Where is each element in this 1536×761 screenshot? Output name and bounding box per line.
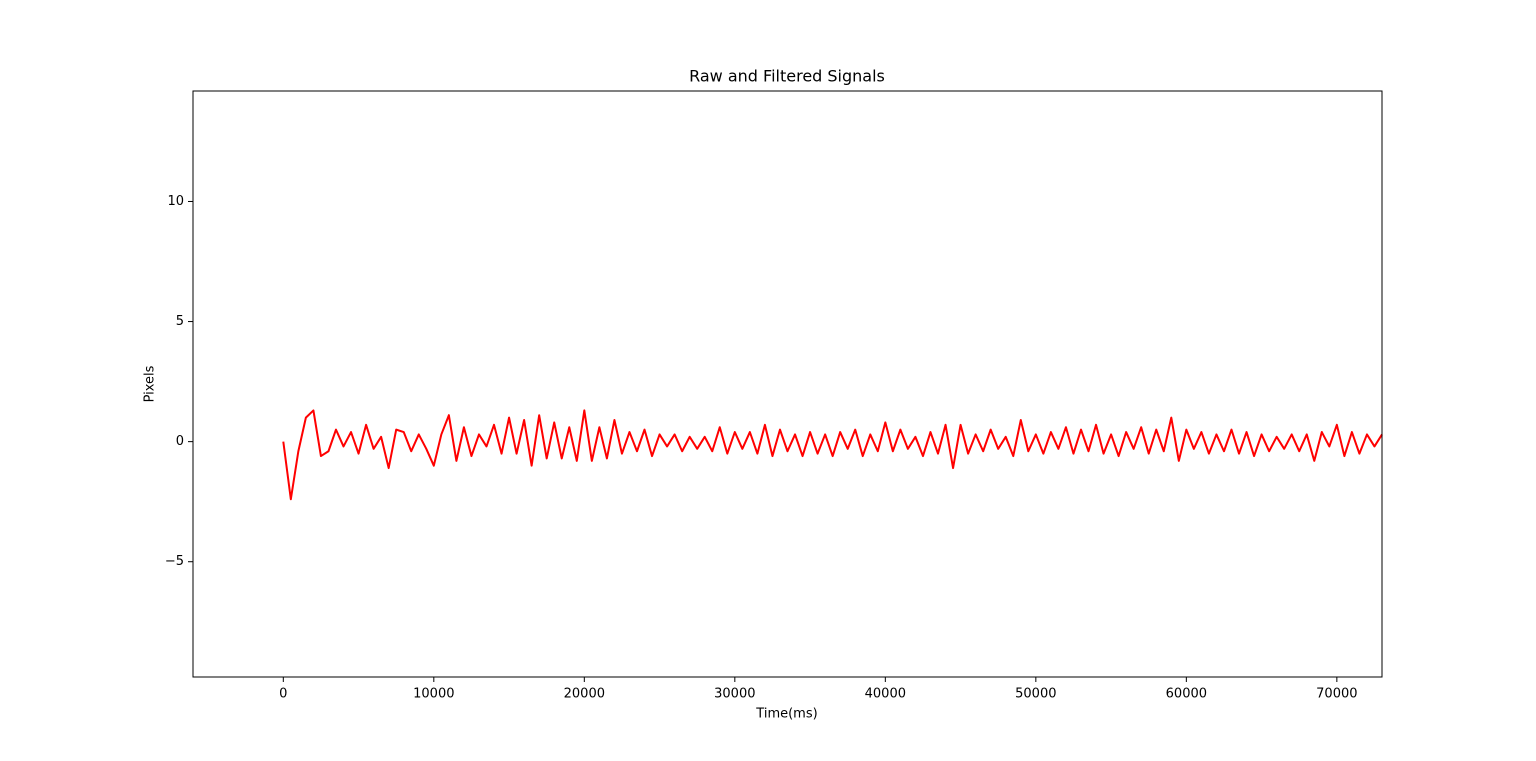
chart-title: Raw and Filtered Signals — [689, 67, 885, 86]
x-tick-label: 70000 — [1316, 687, 1357, 702]
x-axis-label: Time(ms) — [755, 707, 817, 722]
x-tick-label: 0 — [279, 687, 287, 702]
y-tick-label: −5 — [165, 554, 184, 569]
x-tick-label: 10000 — [413, 687, 454, 702]
y-tick-label: 5 — [176, 314, 184, 329]
y-axis-label: Pixels — [143, 365, 158, 402]
axes-frame — [192, 90, 1383, 678]
x-tick-label: 60000 — [1166, 687, 1207, 702]
x-tick-label: 40000 — [865, 687, 906, 702]
x-tick-label: 20000 — [564, 687, 605, 702]
y-tick-label: 0 — [176, 434, 184, 449]
x-tick-label: 50000 — [1015, 687, 1056, 702]
x-tick-label: 30000 — [714, 687, 755, 702]
signal-line — [282, 409, 1383, 501]
y-tick-label: 10 — [167, 194, 184, 209]
plot-area — [282, 409, 1383, 501]
